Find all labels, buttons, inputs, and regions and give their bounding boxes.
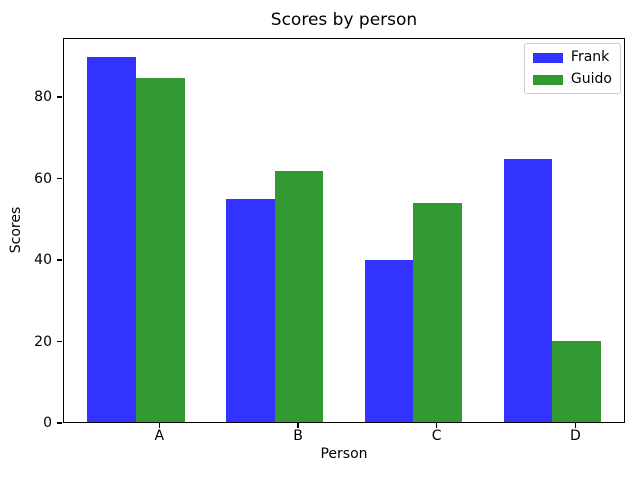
x-tick-mark-a bbox=[158, 423, 160, 428]
bar-guido-c bbox=[413, 203, 462, 422]
legend: Frank Guido bbox=[523, 43, 621, 94]
x-axis-label: Person bbox=[320, 446, 368, 462]
legend-swatch-guido-icon bbox=[532, 74, 563, 85]
chart-title: Scores by person bbox=[270, 10, 418, 30]
x-tick-mark-b bbox=[297, 423, 299, 428]
y-tick-label-80: 80 bbox=[34, 89, 52, 106]
bar-frank-c bbox=[364, 259, 414, 422]
x-tick-label-a: A bbox=[154, 428, 165, 444]
bar-frank-d bbox=[503, 158, 553, 422]
y-tick-label-20: 20 bbox=[34, 333, 52, 350]
legend-item-frank: Frank bbox=[532, 49, 612, 65]
bar-frank-a bbox=[87, 57, 136, 422]
x-tick-mark-d bbox=[574, 423, 576, 428]
y-axis-label: Scores bbox=[8, 206, 24, 254]
legend-item-guido: Guido bbox=[532, 71, 612, 87]
bar-guido-b bbox=[274, 170, 324, 422]
y-tick-mark-60 bbox=[57, 177, 62, 180]
bar-guido-d bbox=[552, 340, 601, 422]
legend-swatch-frank-icon bbox=[532, 52, 563, 63]
y-tick-mark-0 bbox=[57, 422, 62, 424]
x-tick-label-c: C bbox=[431, 428, 442, 444]
x-tick-label-d: D bbox=[570, 428, 581, 444]
legend-label-guido: Guido bbox=[570, 71, 612, 87]
y-tick-mark-40 bbox=[57, 259, 62, 261]
y-tick-label-60: 60 bbox=[34, 170, 52, 187]
plot-area: Frank Guido bbox=[63, 38, 625, 423]
x-tick-label-b: B bbox=[293, 428, 303, 444]
x-tick-mark-c bbox=[436, 423, 438, 428]
legend-label-frank: Frank bbox=[570, 49, 610, 65]
y-tick-label-0: 0 bbox=[43, 415, 52, 431]
bar-guido-a bbox=[136, 77, 185, 422]
bar-frank-b bbox=[226, 199, 275, 422]
y-tick-label-40: 40 bbox=[34, 252, 52, 269]
y-tick-mark-20 bbox=[57, 340, 62, 343]
y-tick-mark-80 bbox=[57, 96, 62, 98]
